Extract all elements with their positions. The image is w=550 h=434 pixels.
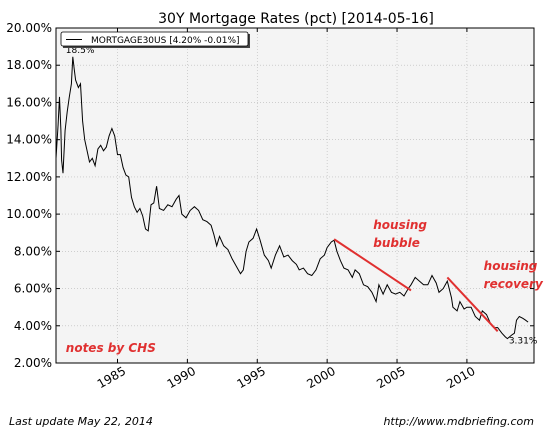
series-line-mortgage30us <box>55 56 529 340</box>
chart-title: 30Y Mortgage Rates (pct) [2014-05-16] <box>158 11 434 27</box>
x-tick-label: 1995 <box>235 364 268 391</box>
y-tick-label: 20.00% <box>6 21 52 35</box>
x-tick-label: 1985 <box>95 364 128 391</box>
legend: MORTGAGE30US [4.20% -0.01%] <box>60 31 250 48</box>
housing-recovery-trend-line <box>446 276 499 333</box>
annotation-18-5: 18.5% <box>66 46 95 56</box>
x-tick-label: 2000 <box>304 364 337 391</box>
annotation-3-31: 3.31% <box>509 336 538 346</box>
annotation-notes-by-chs: notes by CHS <box>66 341 156 355</box>
y-tick-label: 2.00% <box>14 356 52 370</box>
y-tick-label: 16.00% <box>6 95 52 109</box>
x-tick-label: 2010 <box>444 364 477 391</box>
y-tick-label: 12.00% <box>6 170 52 184</box>
x-tick-label: 1990 <box>165 364 198 391</box>
housing-bubble-trend-line <box>333 238 412 292</box>
legend-box <box>60 31 249 47</box>
y-axis: 2.00% 4.00% 6.00% 8.00% 10.00% 12.00% 14.00% 16… <box>6 21 534 370</box>
annotations: housing bubble housing recovery notes by CHS… <box>66 46 544 355</box>
x-tick-label: 2005 <box>374 364 407 391</box>
plot-area <box>55 27 535 364</box>
y-tick-label: 8.00% <box>14 244 52 258</box>
last-update-text: Last update May 22, 2014 <box>9 415 153 428</box>
source-url-text[interactable]: http://www.mdbriefing.com <box>383 415 534 428</box>
annotation-housing-bubble: housing bubble <box>373 218 427 250</box>
y-tick-label: 4.00% <box>14 319 52 333</box>
y-tick-label: 18.00% <box>6 58 52 72</box>
annotation-housing-recovery: housing recovery <box>484 259 544 291</box>
y-tick-label: 10.00% <box>6 207 52 221</box>
y-tick-label: 6.00% <box>14 282 52 296</box>
legend-label: MORTGAGE30US [4.20% -0.01%] <box>91 36 240 46</box>
y-tick-label: 14.00% <box>6 133 52 147</box>
